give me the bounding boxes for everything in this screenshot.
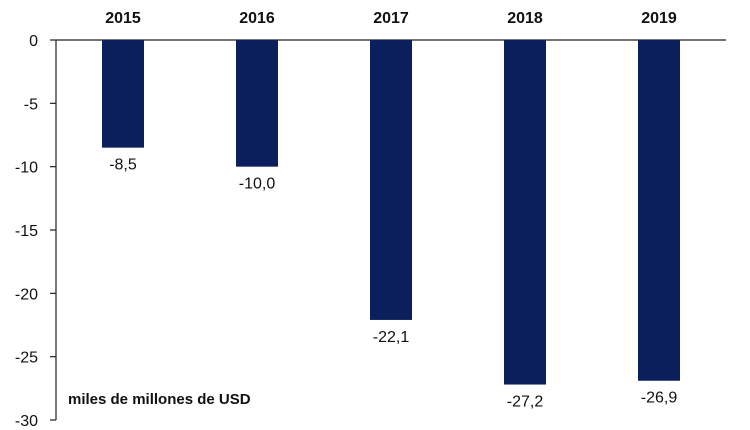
data-label-2015: -8,5 <box>109 157 137 174</box>
category-label-2017: 2017 <box>373 10 409 27</box>
y-tick-label: -30 <box>15 413 38 430</box>
y-tick-label: -25 <box>15 350 38 367</box>
bar-2016 <box>236 40 278 167</box>
y-tick-label: -10 <box>15 160 38 177</box>
bar-2015 <box>102 40 144 148</box>
data-label-2016: -10,0 <box>239 176 276 193</box>
bar-2019 <box>638 40 680 381</box>
data-labels-group: -8,5 -10,0 -22,1 -27,2 -26,9 <box>109 157 677 411</box>
category-label-2018: 2018 <box>507 10 543 27</box>
y-tick-label: -20 <box>15 286 38 303</box>
category-label-2015: 2015 <box>105 10 141 27</box>
y-tick-label: -5 <box>24 96 38 113</box>
category-labels-group: 2015 2016 2017 2018 2019 <box>105 10 677 27</box>
data-label-2019: -26,9 <box>641 390 678 407</box>
data-label-2017: -22,1 <box>373 329 410 346</box>
y-tick-label: -15 <box>15 223 38 240</box>
bar-2018 <box>504 40 546 385</box>
unit-note: miles de millones de USD <box>68 391 251 408</box>
y-ticks-group: 0 -5 -10 -15 -20 -25 -30 <box>15 33 56 430</box>
bar-2017 <box>370 40 412 320</box>
category-label-2019: 2019 <box>641 10 677 27</box>
data-label-2018: -27,2 <box>507 394 544 411</box>
bars-group <box>102 40 680 385</box>
y-tick-label: 0 <box>29 33 38 50</box>
category-label-2016: 2016 <box>239 10 275 27</box>
